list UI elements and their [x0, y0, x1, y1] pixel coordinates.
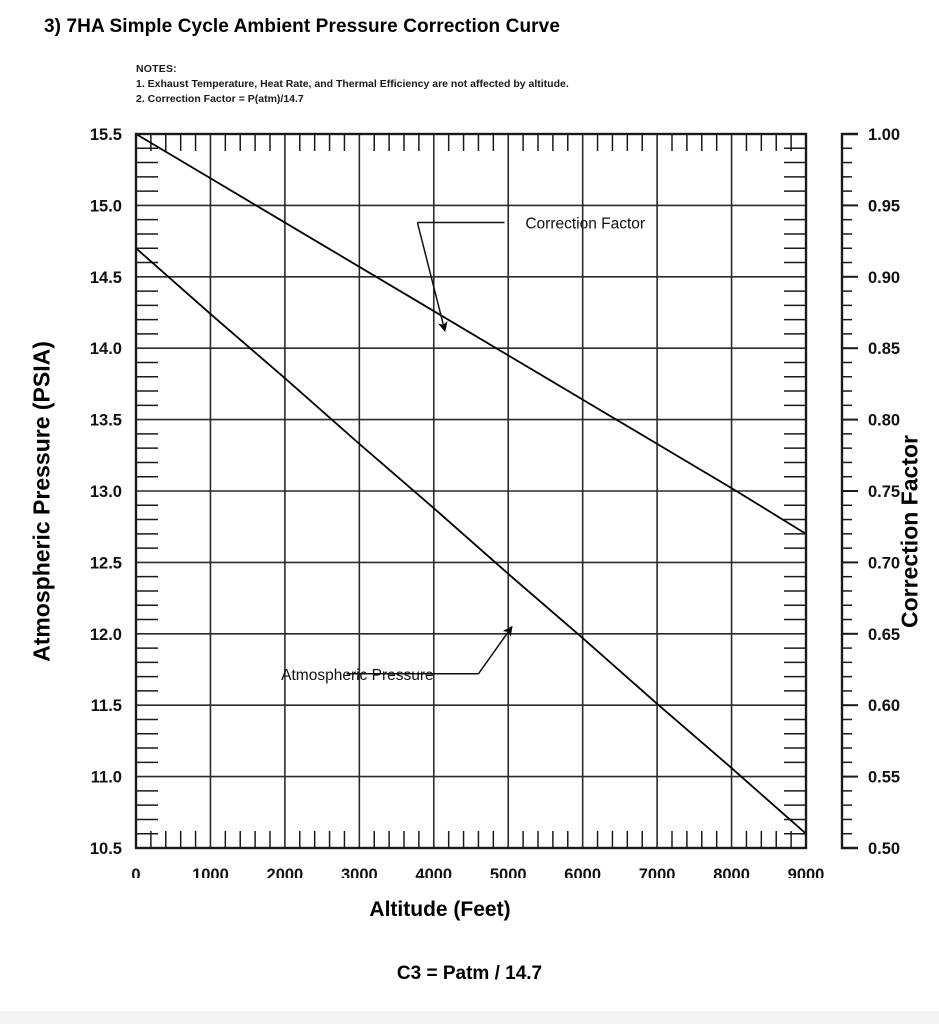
y-tick-label-left: 12.5	[90, 554, 122, 572]
y-tick-label-left: 14.5	[90, 269, 122, 287]
y-tick-label-right: 0.65	[868, 626, 900, 644]
y-tick-label-left: 14.0	[90, 340, 122, 358]
y-tick-label-left: 11.0	[91, 769, 122, 787]
plot-svg: 10.5 11.0 11.5 12.0 12.5 13.0 13.5 14.0 14.5 15.0…	[90, 126, 900, 884]
page-title: 3) 7HA Simple Cycle Ambient Pressure Cor…	[44, 16, 560, 37]
plot-frame	[134, 132, 808, 850]
callout-label-atmospheric-pressure: Atmospheric Pressure	[281, 667, 433, 684]
notes-block: NOTES: 1. Exhaust Temperature, Heat Rate…	[136, 62, 569, 107]
x-tick-label: 4000	[415, 866, 452, 878]
y-axis-label-right: Correction Factor	[896, 435, 923, 628]
x-tick-label: 9000	[788, 866, 825, 878]
y-tick-label-right: 0.85	[868, 340, 900, 358]
formula-caption: C3 = Patm / 14.7	[396, 963, 543, 984]
x-tick-label: 2000	[267, 866, 304, 878]
x-axis-label: Altitude (Feet)	[369, 898, 511, 921]
y-tick-label-right: 0.50	[868, 840, 900, 858]
x-tick-label: 6000	[564, 866, 601, 878]
x-tick-label: 1000	[192, 866, 229, 878]
callout-arrow-atmospheric-pressure	[477, 625, 513, 675]
y-tick-label-left: 13.0	[90, 483, 122, 501]
footer-strip	[0, 1011, 939, 1024]
callout-label-correction-factor: Correction Factor	[525, 216, 645, 233]
y-tick-label-right: 0.70	[868, 554, 900, 572]
y-tick-label-right: 0.60	[868, 697, 900, 715]
x-tick-label: 3000	[341, 866, 378, 878]
callout-arrow-correction-factor	[416, 222, 448, 333]
y-axis-label-left: Atmospheric Pressure (PSIA)	[28, 341, 55, 662]
y-tick-label-right: 0.90	[868, 269, 900, 287]
x-tick-label: 0	[131, 866, 140, 878]
y-tick-label-left: 13.5	[90, 412, 122, 430]
x-tick-label: 7000	[639, 866, 676, 878]
y-tick-label-right: 0.75	[868, 483, 900, 501]
note-item-1: 1. Exhaust Temperature, Heat Rate, and T…	[136, 78, 569, 90]
x-tick-label: 8000	[713, 866, 750, 878]
y-tick-label-left: 11.5	[91, 697, 122, 715]
x-tick-label: 5000	[490, 866, 527, 878]
y-tick-label-left: 15.0	[90, 197, 122, 215]
chart-area: Atmospheric Pressure (PSIA) Correction F…	[0, 118, 939, 884]
y-tick-label-right: 0.80	[868, 412, 900, 430]
y-tick-label-left: 10.5	[90, 840, 122, 858]
note-item-2: 2. Correction Factor = P(atm)/14.7	[136, 93, 304, 105]
notes-heading: NOTES:	[136, 63, 177, 75]
y-tick-label-right: 0.95	[868, 197, 900, 215]
y-tick-label-right: 1.00	[868, 126, 900, 144]
series-line-2	[135, 247, 807, 835]
series-line-1	[135, 133, 807, 535]
y-tick-label-left: 15.5	[90, 126, 122, 144]
y-tick-label-left: 12.0	[90, 626, 122, 644]
y-tick-label-right: 0.55	[868, 769, 900, 787]
